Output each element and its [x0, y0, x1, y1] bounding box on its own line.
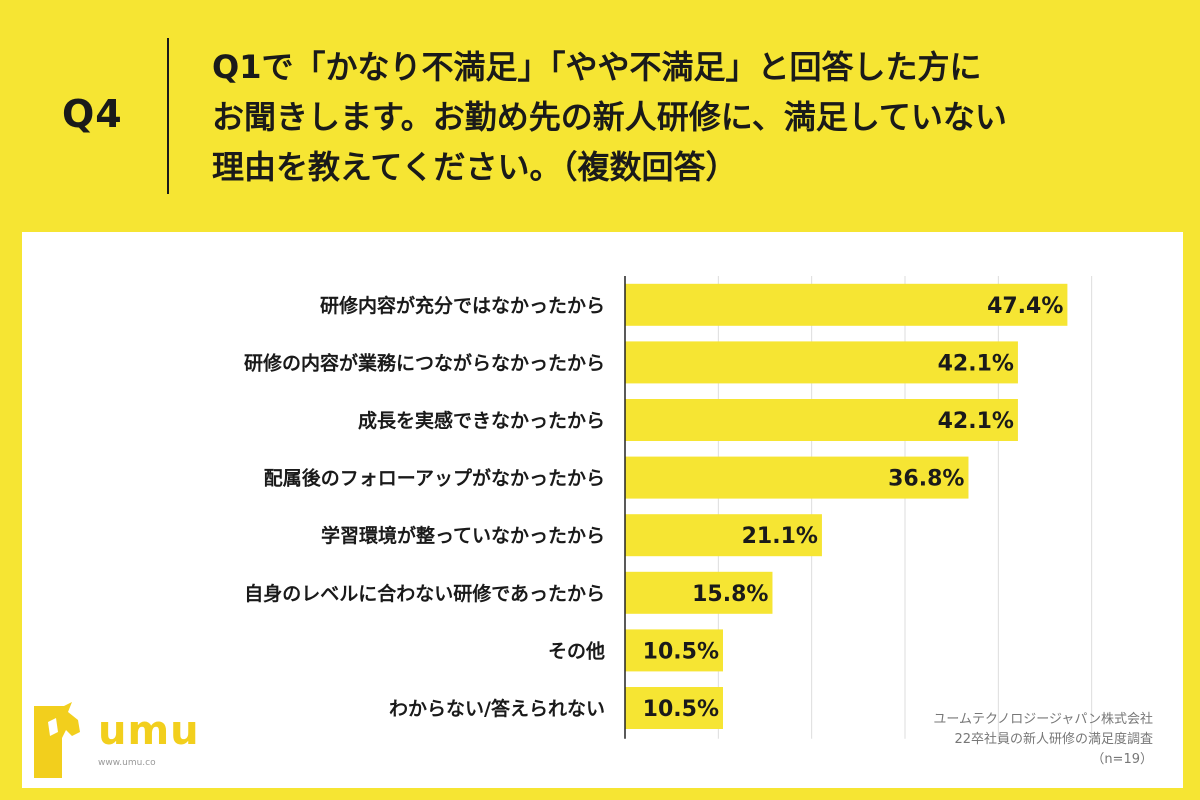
question-number: Q4 — [62, 92, 123, 136]
category-label-3: 成長を実感できなかったから — [358, 409, 605, 432]
category-label-4: 配属後のフォローアップがなかったから — [264, 467, 605, 490]
question-line-1: Q1で「かなり不満足」「やや不満足」と回答した方に — [212, 48, 982, 86]
bar-4 — [625, 456, 969, 499]
category-label-1: 研修内容が充分ではなかったから — [320, 294, 605, 317]
bar-chart: 研修内容が充分ではなかったから 47.4% 研修の内容が業務につながらなかったから 4… — [244, 276, 1093, 739]
bar-7 — [625, 629, 723, 672]
logo-text: umu — [98, 708, 200, 754]
value-label-8: 10.5% — [643, 697, 719, 722]
value-label-3: 42.1% — [938, 409, 1014, 434]
category-label-5: 学習環境が整っていなかったから — [321, 524, 605, 547]
value-label-7: 10.5% — [643, 639, 719, 664]
credit-company: ユームテクノロジージャパン株式会社 — [933, 712, 1153, 727]
question-line-2: お聞きします。お勤め先の新人研修に、満足していない — [212, 98, 1007, 136]
category-label-6: 自身のレベルに合わない研修であったから — [244, 582, 605, 605]
bar-6 — [625, 571, 773, 614]
credit-sample-size: （n=19） — [1091, 752, 1153, 767]
umu-logo: umu www.umu.co — [28, 702, 208, 782]
horse-logo-icon — [34, 702, 80, 778]
survey-credit: ユームテクノロジージャパン株式会社 22卒社員の新人研修の満足度調査 （n=19… — [933, 710, 1153, 770]
category-label-2: 研修の内容が業務につながらなかったから — [244, 351, 605, 374]
chart-card: 研修内容が充分ではなかったから 47.4% 研修の内容が業務につながらなかったから 4… — [22, 232, 1183, 788]
question-line-3: 理由を教えてください。（複数回答） — [212, 148, 738, 186]
bar-1 — [625, 283, 1068, 326]
header-divider — [167, 38, 169, 194]
bar-8 — [625, 687, 723, 729]
category-label-8: わからない/答えられない — [389, 697, 605, 720]
credit-survey: 22卒社員の新人研修の満足度調査 — [954, 732, 1153, 747]
value-label-2: 42.1% — [938, 351, 1014, 376]
bar-5 — [625, 514, 822, 557]
logo-url: www.umu.co — [98, 758, 156, 768]
value-label-1: 47.4% — [987, 294, 1063, 319]
bar-2 — [625, 341, 1018, 384]
category-label-7: その他 — [548, 639, 605, 662]
value-label-6: 15.8% — [692, 582, 768, 607]
value-label-4: 36.8% — [888, 467, 964, 492]
question-text: Q1で「かなり不満足」「やや不満足」と回答した方に お聞きします。お勤め先の新人… — [212, 42, 1172, 192]
value-label-5: 21.1% — [742, 524, 818, 549]
bar-3 — [625, 399, 1018, 441]
